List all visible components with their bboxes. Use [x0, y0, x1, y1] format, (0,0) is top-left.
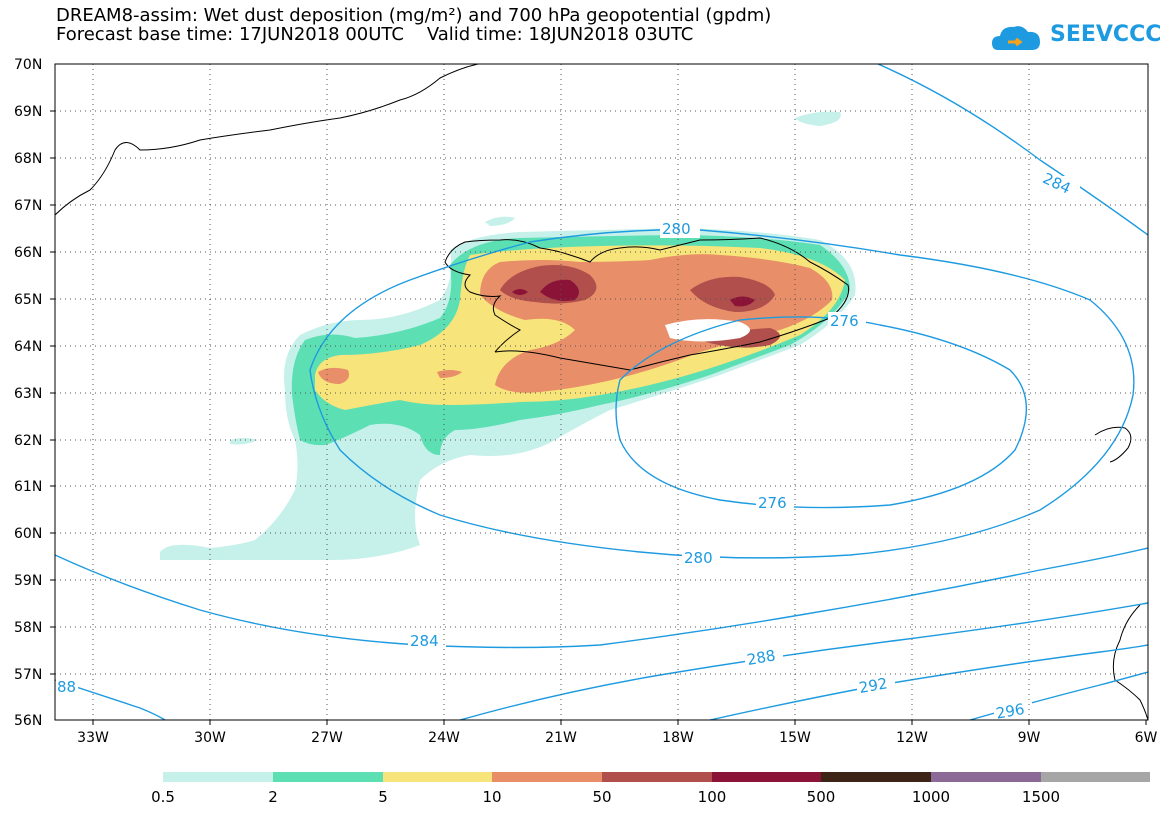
- coastlines: [55, 64, 1148, 720]
- colorbar-swatch: [821, 772, 931, 782]
- contour-label: 276: [758, 494, 787, 512]
- norway-coastline: [1112, 604, 1148, 720]
- contour-labels: 284 280 276 276 280 284 288 292 296 88: [56, 169, 1080, 723]
- dust-band-100: [540, 279, 579, 301]
- map-subtitle: Forecast base time: 17JUN2018 00UTC Vali…: [56, 24, 694, 45]
- colorbar-label: 500: [806, 788, 836, 806]
- contour-label: 280: [684, 549, 713, 567]
- contour-label: 276: [830, 312, 859, 330]
- lat-label: 66N: [14, 245, 42, 261]
- colorbar-swatch: [931, 772, 1041, 782]
- cloud-icon: [992, 26, 1040, 50]
- contour-label: 292: [858, 674, 889, 697]
- colorbar-swatch: [383, 772, 492, 782]
- lat-label: 61N: [14, 479, 42, 495]
- colorbar-label: 0.5: [151, 788, 175, 806]
- lat-label: 59N: [14, 573, 42, 589]
- lon-label: 18W: [662, 730, 694, 746]
- lat-label: 58N: [14, 620, 42, 636]
- latitude-labels: 70N 69N 68N 67N 66N 65N 64N 63N 62N 61N …: [14, 57, 42, 729]
- lat-label: 56N: [14, 713, 42, 729]
- contour-280: [309, 229, 1135, 559]
- faroe-coastline: [1094, 426, 1132, 463]
- lat-label: 65N: [14, 292, 42, 308]
- colorbar-label: 1500: [1021, 788, 1061, 806]
- contour-label: 280: [662, 220, 691, 238]
- lat-label: 60N: [14, 526, 42, 542]
- contour-288: [459, 602, 1148, 720]
- lat-label: 63N: [14, 386, 42, 402]
- colorbar-swatch: [163, 772, 273, 782]
- tick-marks: [50, 110, 1147, 725]
- colorbar-swatch: [602, 772, 712, 782]
- lat-label: 70N: [14, 57, 42, 73]
- colorbar-label: 2: [268, 788, 278, 806]
- lat-label: 64N: [14, 339, 42, 355]
- contour-label: 296: [995, 700, 1026, 723]
- colorbar-label: 100: [697, 788, 727, 806]
- contour-label: 88: [57, 678, 76, 696]
- contour-label: 288: [746, 646, 777, 669]
- lat-label: 68N: [14, 151, 42, 167]
- lon-label: 33W: [77, 730, 109, 746]
- contour-284-north: [877, 64, 1148, 236]
- lon-label: 9W: [1018, 730, 1041, 746]
- colorbar-swatch: [1041, 772, 1150, 782]
- lat-label: 69N: [14, 104, 42, 120]
- lon-label: 15W: [779, 730, 811, 746]
- colorbar-label: 1000: [911, 788, 951, 806]
- lon-label: 21W: [545, 730, 577, 746]
- lon-label: 24W: [428, 730, 460, 746]
- lon-label: 12W: [896, 730, 928, 746]
- map-frame: [54, 63, 1149, 721]
- colorbar-label: 5: [378, 788, 388, 806]
- contour-284-south: [55, 547, 1148, 649]
- contour-288-west: [55, 679, 166, 720]
- iceland-coastline: [444, 237, 850, 371]
- contour-label: 284: [410, 632, 439, 650]
- greenland-coastline: [55, 64, 479, 216]
- colorbar-swatch: [492, 772, 602, 782]
- map-title: DREAM8-assim: Wet dust deposition (mg/m²…: [56, 5, 772, 26]
- longitude-labels: 33W 30W 27W 24W 21W 18W 15W 12W 9W 6W: [77, 730, 1157, 746]
- colorbar-swatch: [273, 772, 383, 782]
- graticule: [55, 64, 1148, 720]
- lon-label: 6W: [1135, 730, 1158, 746]
- lat-label: 67N: [14, 198, 42, 214]
- colorbar-swatch: [712, 772, 821, 782]
- logo-text: SEEVCCC: [1050, 22, 1162, 47]
- colorbar-label: 50: [592, 788, 612, 806]
- contour-276: [615, 316, 1027, 509]
- colorbar: [163, 772, 1150, 782]
- lon-label: 30W: [194, 730, 226, 746]
- colorbar-label: 10: [482, 788, 502, 806]
- lon-label: 27W: [311, 730, 343, 746]
- lat-label: 57N: [14, 667, 42, 683]
- lat-label: 62N: [14, 433, 42, 449]
- dust-deposition-field: [160, 111, 856, 560]
